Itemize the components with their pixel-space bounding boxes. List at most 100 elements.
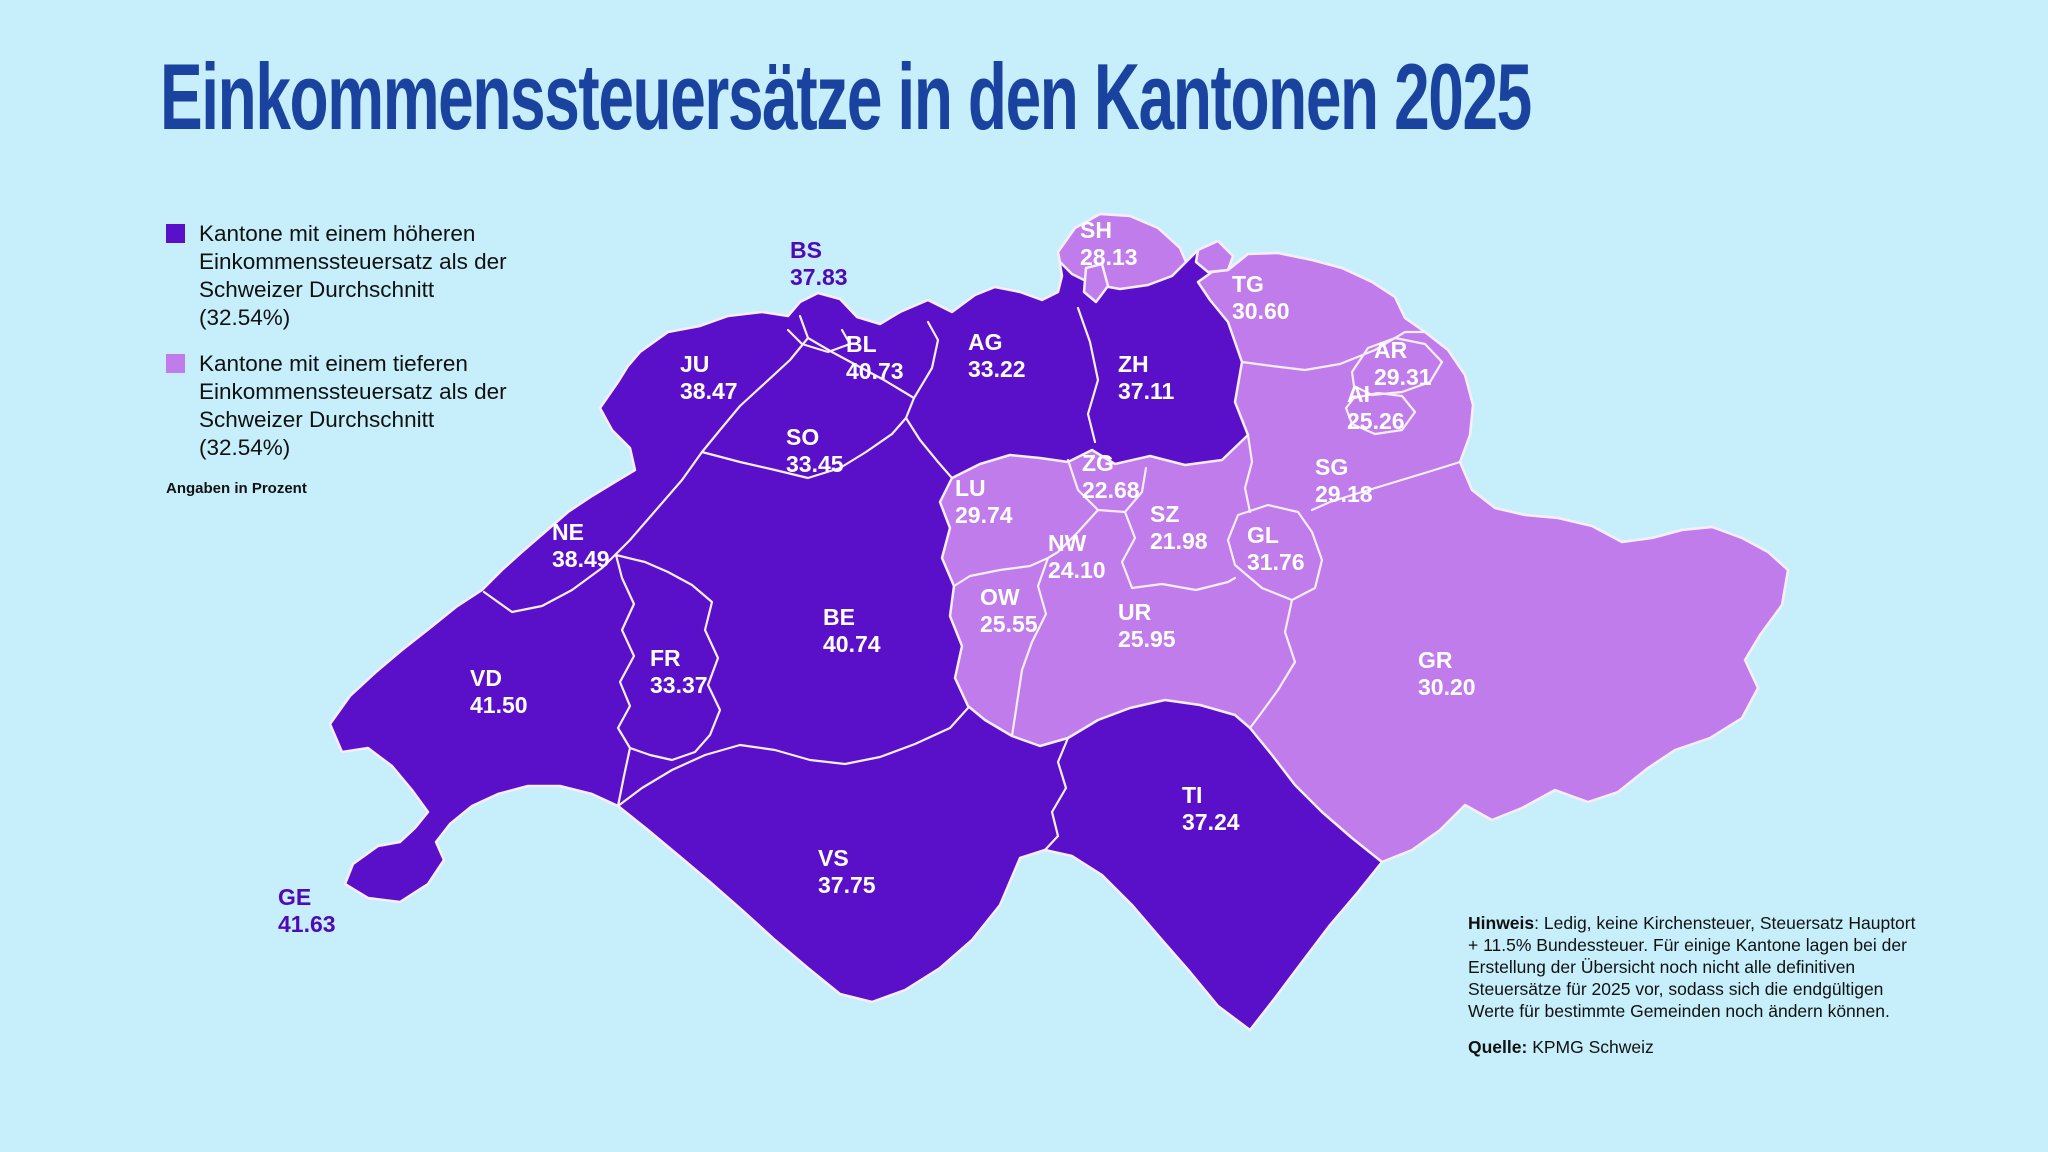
- canton-value: 41.63: [278, 911, 336, 937]
- canton-value: 40.73: [846, 358, 904, 384]
- legend: Kantone mit einem höheren Einkommenssteu…: [166, 220, 526, 497]
- legend-label-lower: Kantone mit einem tieferen Einkommensste…: [199, 351, 507, 460]
- canton-value: 41.50: [470, 692, 528, 718]
- canton-label-VS: VS 37.75: [818, 845, 876, 898]
- canton-value: 21.98: [1150, 528, 1208, 554]
- canton-label-SH: SH 28.13: [1080, 217, 1138, 270]
- canton-border: [1344, 391, 1417, 436]
- canton-label-SZ: SZ 21.98: [1150, 501, 1208, 554]
- hinweis-label: Hinweis: [1468, 913, 1535, 933]
- canton-value: 40.74: [823, 631, 881, 657]
- canton-value: 33.45: [786, 451, 844, 477]
- canton-code: TI: [1182, 782, 1202, 808]
- canton-label-TG: TG 30.60: [1232, 271, 1290, 324]
- map-region-lower: [938, 251, 1790, 864]
- quelle-note: Quelle: KPMG Schweiz: [1468, 1036, 1918, 1058]
- canton-value: 37.24: [1182, 809, 1240, 835]
- canton-border: [1076, 306, 1100, 444]
- footnotes: Hinweis: Ledig, keine Kirchensteuer, Ste…: [1468, 912, 1918, 1058]
- canton-label-FR: FR 33.37: [650, 645, 708, 698]
- canton-label-LU: LU 29.74: [955, 475, 1013, 528]
- canton-border: [806, 336, 916, 400]
- canton-label-BE: BE 40.74: [823, 604, 881, 657]
- canton-code: GL: [1247, 522, 1279, 548]
- canton-label-BL: BL 40.73: [846, 331, 904, 384]
- canton-border: [1043, 736, 1070, 852]
- legend-label-higher: Kantone mit einem höheren Einkommenssteu…: [199, 221, 507, 330]
- canton-border: [1248, 598, 1297, 730]
- canton-code: VS: [818, 845, 849, 871]
- canton-label-GE: GE 41.63: [278, 884, 336, 937]
- canton-value: 38.47: [680, 378, 738, 404]
- canton-label-TI: TI 37.24: [1182, 782, 1240, 835]
- canton-label-NE: NE 38.49: [552, 519, 610, 572]
- canton-label-JU: JU 38.47: [680, 351, 738, 404]
- canton-code: VD: [470, 665, 502, 691]
- canton-border: [1010, 556, 1050, 738]
- canton-label-SG: SG 29.18: [1315, 454, 1373, 507]
- canton-label-GL: GL 31.76: [1247, 522, 1305, 575]
- canton-code: FR: [650, 645, 681, 671]
- canton-value: 37.75: [818, 872, 876, 898]
- canton-value: 33.22: [968, 356, 1026, 382]
- canton-label-UR: UR 25.95: [1118, 599, 1176, 652]
- canton-value: 33.37: [650, 672, 708, 698]
- canton-label-VD: VD 41.50: [470, 665, 528, 718]
- quelle-label: Quelle:: [1468, 1037, 1528, 1057]
- canton-border: [1243, 433, 1254, 514]
- canton-label-ZH: ZH 37.11: [1118, 351, 1174, 404]
- canton-border: [482, 450, 704, 614]
- map-region-lower: [1082, 262, 1110, 304]
- canton-border: [952, 508, 1100, 588]
- hinweis-text: : Ledig, keine Kirchensteuer, Steuersatz…: [1468, 913, 1916, 1021]
- canton-label-AR: AR 29.31: [1374, 337, 1432, 390]
- hinweis-note: Hinweis: Ledig, keine Kirchensteuer, Ste…: [1468, 912, 1918, 1022]
- canton-value: 37.83: [790, 264, 848, 290]
- canton-border: [1350, 336, 1444, 397]
- canton-label-OW: OW 25.55: [980, 584, 1038, 637]
- canton-code: SZ: [1150, 501, 1179, 527]
- canton-code: JU: [680, 351, 709, 377]
- canton-code: BL: [846, 331, 877, 357]
- legend-swatch-lower: [166, 354, 185, 373]
- canton-value: 31.76: [1247, 549, 1305, 575]
- canton-code: AG: [968, 329, 1003, 355]
- canton-code: SO: [786, 424, 819, 450]
- canton-value: 29.31: [1374, 364, 1432, 390]
- canton-label-AG: AG 33.22: [968, 329, 1026, 382]
- canton-label-NW: NW 24.10: [1048, 530, 1106, 583]
- canton-code: GE: [278, 884, 311, 910]
- canton-value: 25.95: [1118, 626, 1176, 652]
- canton-border: [700, 396, 916, 480]
- canton-value: 24.10: [1048, 557, 1106, 583]
- canton-value: 30.60: [1232, 298, 1290, 324]
- canton-code: AR: [1374, 337, 1408, 363]
- canton-border: [1226, 503, 1324, 602]
- canton-code: NE: [552, 519, 584, 545]
- canton-value: 29.74: [955, 502, 1013, 528]
- canton-code: BS: [790, 237, 822, 263]
- legend-swatch-higher: [166, 224, 185, 243]
- canton-value: 22.68: [1082, 477, 1140, 503]
- legend-item-higher: Kantone mit einem höheren Einkommenssteu…: [166, 220, 526, 332]
- page-title: Einkommenssteuersätze in den Kantonen 20…: [160, 44, 1532, 149]
- canton-label-SO: SO 33.45: [786, 424, 844, 477]
- unit-note: Angaben in Prozent: [166, 480, 307, 497]
- canton-code: TG: [1232, 271, 1264, 297]
- map-region-lower: [1194, 239, 1235, 274]
- canton-code: LU: [955, 475, 986, 501]
- canton-label-ZG: ZG 22.68: [1082, 450, 1140, 503]
- canton-label-AI: AI 25.26: [1347, 381, 1405, 434]
- canton-code: GR: [1418, 647, 1453, 673]
- canton-border: [616, 706, 970, 808]
- canton-border: [1066, 458, 1148, 514]
- canton-code: SG: [1315, 454, 1348, 480]
- canton-code: NW: [1048, 530, 1087, 556]
- canton-border: [1120, 510, 1237, 592]
- canton-border: [1240, 330, 1427, 372]
- canton-border: [912, 320, 940, 400]
- canton-border: [904, 416, 954, 480]
- canton-label-BS: BS 37.83: [790, 237, 848, 290]
- canton-value: 29.18: [1315, 481, 1373, 507]
